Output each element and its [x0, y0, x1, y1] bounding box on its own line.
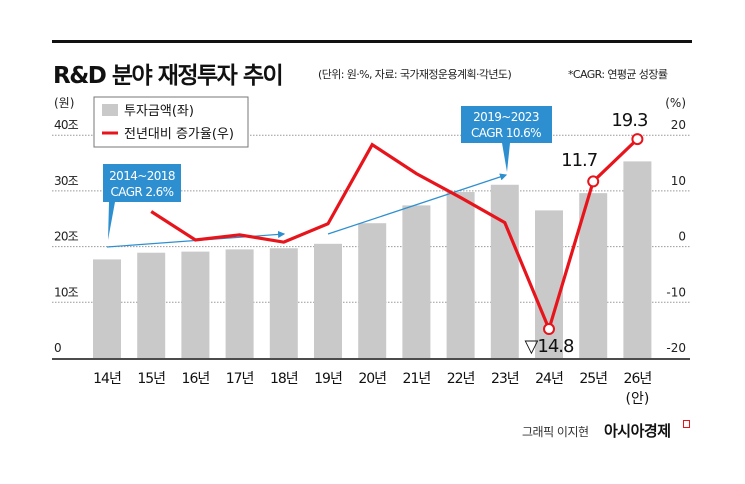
data-label: 19.3	[611, 110, 648, 131]
top-rule	[52, 40, 692, 43]
growth-marker-26년	[631, 133, 644, 146]
chart-title: R&D 분야 재정투자 추이	[53, 63, 284, 89]
brand-logo: 아시아경제	[604, 422, 671, 440]
bar-26년	[623, 161, 652, 358]
growth-marker-25년	[587, 175, 600, 188]
cagr-callout-box	[461, 106, 552, 172]
left-tick-label: 40조	[54, 118, 79, 132]
x-tick-label: 26년	[624, 371, 652, 387]
bar-20년	[358, 223, 387, 358]
cagr-note: *CAGR: 연평균 성장률	[568, 68, 668, 81]
x-tick-sub-label: (안)	[625, 391, 649, 407]
x-tick-label: 20년	[358, 371, 386, 387]
chart-subtitle: (단위: 원·%, 자료: 국가재정운용계획·각년도)	[318, 68, 512, 81]
x-tick-label: 15년	[137, 371, 165, 387]
graphic-credit: 그래픽 이지현	[522, 425, 589, 439]
bar-16년	[181, 251, 210, 358]
bar-14년	[93, 259, 121, 358]
bar-25년	[579, 193, 608, 358]
x-tick-label: 17년	[226, 371, 254, 387]
left-tick-label: 20조	[54, 230, 79, 244]
legend-label-line: 전년대비 증가율(우)	[124, 127, 234, 142]
left-tick-label: 0	[54, 341, 61, 355]
cagr-callout-period: 2014~2018	[109, 169, 175, 183]
left-axis-unit: (원)	[54, 96, 74, 110]
bar-17년	[225, 249, 254, 358]
bar-19년	[314, 243, 342, 358]
growth-rate-line	[150, 137, 639, 334]
right-tick-label: -20	[666, 341, 686, 355]
cagr-callout-value: CAGR 10.6%	[471, 126, 541, 140]
bar-23년	[490, 184, 519, 358]
x-tick-label: 16년	[182, 371, 210, 387]
x-tick-label: 21년	[403, 371, 431, 387]
x-tick-label: 19년	[314, 371, 342, 387]
bar-21년	[402, 205, 431, 358]
bar-15년	[137, 252, 166, 358]
x-tick-label: 14년	[93, 371, 121, 387]
legend-label-bar: 투자금액(좌)	[124, 104, 194, 119]
right-tick-label: -10	[666, 285, 686, 299]
growth-marker-24년	[543, 323, 555, 336]
right-tick-label: 20	[671, 118, 686, 132]
x-tick-label: 22년	[447, 371, 475, 387]
x-tick-label: 25년	[579, 371, 607, 387]
brand-mark-icon	[683, 420, 690, 428]
right-axis-unit: (%)	[665, 96, 686, 110]
legend-box	[93, 96, 249, 148]
bar-22년	[446, 192, 475, 358]
right-tick-label: 0	[678, 230, 686, 244]
legend-bar-swatch	[102, 104, 118, 116]
bar-18년	[269, 248, 298, 358]
cagr-callout-period: 2019~2023	[473, 110, 539, 124]
x-tick-label: 24년	[535, 371, 563, 387]
data-label: 11.7	[561, 150, 597, 171]
x-tick-label: 18년	[270, 371, 298, 387]
right-tick-label: 10	[671, 174, 686, 188]
left-tick-label: 30조	[54, 174, 79, 188]
x-tick-label: 23년	[491, 371, 519, 387]
trend-arrow-2019-2023	[327, 173, 508, 235]
data-label: ▽14.8	[525, 336, 574, 357]
left-tick-label: 10조	[54, 285, 79, 299]
cagr-callout-box	[103, 164, 181, 240]
cagr-callout-value: CAGR 2.6%	[111, 185, 174, 199]
